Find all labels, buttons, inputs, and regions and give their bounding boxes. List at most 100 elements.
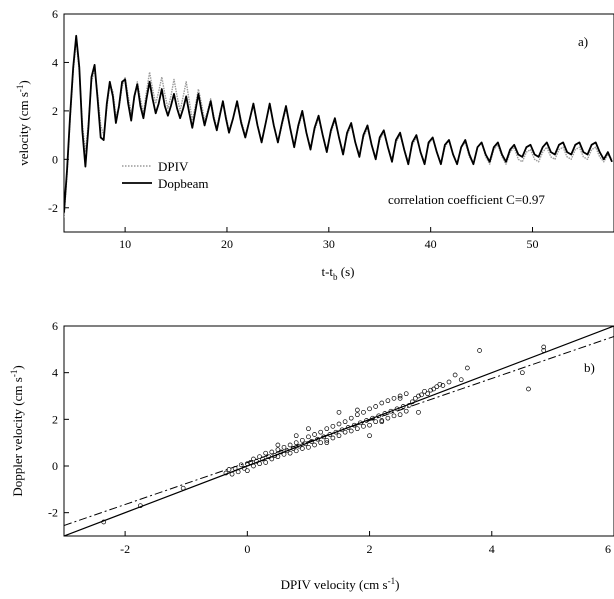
panel-b-xtick-label: 2 — [367, 542, 373, 556]
scatter-point — [394, 406, 400, 412]
panel-a-legend: DPIV Dopbeam — [122, 159, 209, 191]
scatter-point — [229, 471, 235, 477]
scatter-point — [373, 419, 379, 425]
panel-a-ylabel: velocity (cm s-1) — [15, 80, 31, 166]
scatter-point — [306, 444, 311, 450]
scatter-point — [422, 388, 427, 394]
panel-a-xtick-label: 30 — [323, 237, 335, 251]
panel-a-xtick-label: 40 — [425, 237, 437, 251]
scatter-point — [257, 461, 262, 467]
panel-a-ytick-label: 0 — [52, 152, 58, 166]
scatter-point — [431, 386, 437, 392]
panel-b: -2 0 2 4 6 -2 0 2 4 6 b) DPIV velocity (cm s-1) D… — [9, 319, 614, 592]
scatter-point — [388, 408, 394, 414]
panel-a-annotation: correlation coefficient C=0.97 — [388, 192, 545, 207]
scatter-point — [296, 443, 302, 449]
scatter-point — [299, 437, 305, 443]
scatter-point — [232, 465, 238, 471]
scatter-point — [348, 428, 354, 434]
panel-b-xlabel-suffix: ) — [395, 577, 399, 592]
panel-a-ylabel-sup: -1 — [15, 85, 25, 93]
scatter-point — [257, 454, 262, 460]
scatter-point — [409, 399, 415, 405]
scatter-point — [464, 365, 470, 371]
scatter-point — [238, 462, 244, 468]
scatter-point — [309, 439, 314, 444]
scatter-point — [315, 436, 320, 442]
panel-a: 10 20 30 40 50 -2 0 2 4 6 a) correlation coeffici… — [15, 7, 614, 282]
legend-dpiv-label: DPIV — [158, 159, 189, 174]
scatter-point — [293, 433, 299, 439]
panel-b-ytick-label: 2 — [52, 412, 58, 426]
scatter-point — [385, 415, 391, 421]
panel-a-ytick-label: 4 — [52, 55, 58, 69]
scatter-point — [541, 348, 547, 353]
scatter-point — [403, 408, 409, 414]
scatter-point — [287, 450, 293, 456]
scatter-point — [269, 456, 275, 462]
panel-a-ytick-label: -2 — [48, 201, 58, 215]
scatter-point — [385, 398, 391, 404]
scatter-point — [358, 420, 363, 426]
scatter-point — [303, 441, 308, 447]
scatter-point — [458, 377, 464, 383]
panel-a-ylabel-suffix: ) — [16, 80, 31, 84]
panel-a-xtick-label: 50 — [527, 237, 539, 251]
scatter-point — [354, 412, 360, 418]
scatter-point — [330, 423, 336, 429]
scatter-point — [519, 370, 525, 376]
scatter-point — [333, 429, 339, 435]
panel-a-ytick-label: 6 — [52, 7, 58, 21]
panel-b-xtick-label: 0 — [244, 542, 250, 556]
scatter-point — [526, 386, 531, 392]
panel-a-xlabel-sub: b — [333, 272, 338, 282]
panel-b-xtick-label: -2 — [120, 542, 130, 556]
scatter-point — [373, 404, 379, 409]
panel-b-xtick-label: 4 — [489, 542, 495, 556]
scatter-point — [223, 470, 229, 476]
scatter-point — [235, 469, 241, 475]
panel-b-ytick-label: 6 — [52, 319, 58, 333]
panel-b-ylabel: Doppler velocity (cm s-1) — [9, 365, 25, 496]
panel-a-series — [64, 34, 613, 218]
panel-b-frame — [63, 325, 614, 537]
scatter-point — [244, 468, 250, 474]
panel-b-label: b) — [584, 360, 595, 375]
scatter-point — [241, 465, 247, 471]
panel-b-lines — [64, 326, 614, 536]
panel-a-ytick-label: 2 — [52, 104, 58, 118]
scatter-point — [434, 384, 440, 390]
panel-b-xlabel: DPIV velocity (cm s-1) — [281, 576, 400, 592]
scatter-point — [452, 372, 458, 378]
scatter-point — [397, 395, 403, 401]
scatter-point — [336, 433, 342, 439]
scatter-point — [339, 427, 345, 433]
panel-b-ytick-label: -2 — [48, 506, 58, 520]
scatter-point — [354, 426, 360, 432]
scatter-point — [275, 447, 281, 453]
scatter-point — [312, 442, 317, 448]
scatter-point — [382, 411, 388, 416]
scatter-point — [400, 404, 406, 409]
panel-a-label: a) — [578, 34, 588, 49]
scatter-point — [428, 387, 434, 393]
scatter-point — [321, 434, 327, 440]
scatter-point — [391, 413, 397, 419]
scatter-point — [361, 409, 366, 415]
scatter-point — [281, 444, 287, 450]
scatter-point — [266, 454, 272, 460]
panel-b-ylabel-suffix: ) — [10, 365, 25, 369]
scatter-point — [330, 435, 336, 441]
scatter-point — [180, 485, 186, 491]
scatter-point — [336, 409, 342, 415]
scatter-point — [348, 415, 354, 421]
scatter-point — [354, 407, 360, 413]
scatter-point — [327, 432, 333, 437]
scatter-point — [281, 451, 287, 457]
scatter-point — [287, 442, 293, 448]
scatter-point — [437, 381, 443, 387]
scatter-point — [419, 392, 424, 398]
scatter-point — [367, 433, 372, 439]
panel-a-xtick-label: 20 — [221, 237, 233, 251]
